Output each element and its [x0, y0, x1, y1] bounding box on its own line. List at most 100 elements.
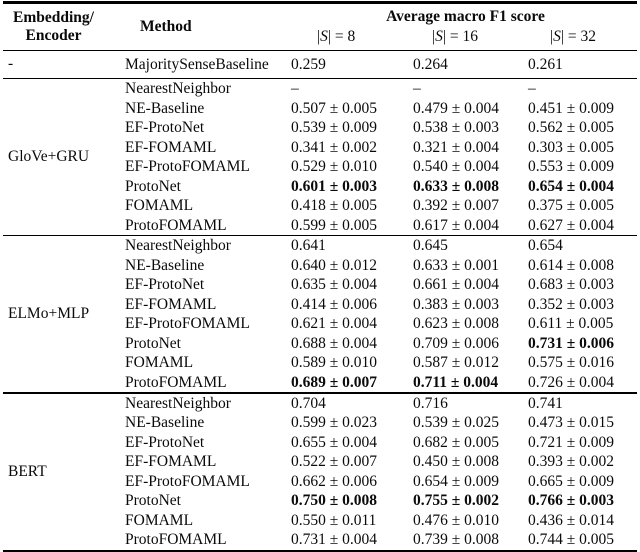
- support-size-header: |S| = 32: [528, 27, 640, 47]
- embedding-encoder-header: Embedding/ Encoder: [0, 4, 117, 50]
- method-cell: EF-ProtoNet: [125, 276, 205, 294]
- score-cell: 0.476 ± 0.010: [413, 511, 500, 529]
- table-row: FOMAML 0.418 ± 0.005 0.392 ± 0.007 0.375 ± …: [117, 196, 640, 216]
- score-cell: 0.645: [413, 237, 448, 255]
- support-size-header-row: |S| = 8 |S| = 16 |S| = 32: [291, 27, 640, 47]
- group-rows: MajoritySenseBaseline 0.259 0.264 0.261: [117, 51, 640, 78]
- score-cell: 0.553 ± 0.009: [528, 158, 615, 176]
- score-cell: 0.731 ± 0.004: [291, 531, 378, 549]
- support-size-header: |S| = 16: [413, 27, 528, 47]
- score-cell: 0.611 ± 0.005: [528, 315, 614, 333]
- score-cell: 0.633 ± 0.001: [413, 256, 500, 274]
- encoder-cell: ELMo+MLP: [8, 305, 90, 323]
- table-row: EF-FOMAML 0.341 ± 0.002 0.321 ± 0.004 0.303…: [117, 138, 640, 158]
- method-cell: ProtoFOMAML: [125, 531, 227, 549]
- table-row: NearestNeighbor 0.704 0.716 0.741: [117, 394, 640, 414]
- table-row: MajoritySenseBaseline 0.259 0.264 0.261: [117, 51, 640, 78]
- score-cell: 0.661 ± 0.004: [413, 276, 500, 294]
- method-cell: EF-FOMAML: [125, 295, 217, 313]
- abs-bar-close: | = 32: [560, 28, 596, 45]
- score-cell: 0.451 ± 0.009: [528, 99, 615, 117]
- table-row: EF-FOMAML 0.522 ± 0.007 0.450 ± 0.008 0.393…: [117, 452, 640, 472]
- table-row: NE-Baseline 0.640 ± 0.012 0.633 ± 0.001 0.6…: [117, 256, 640, 276]
- table-row: EF-ProtoNet 0.635 ± 0.004 0.661 ± 0.004 0.6…: [117, 275, 640, 295]
- score-cell: 0.635 ± 0.004: [291, 276, 378, 294]
- score-cell: 0.539 ± 0.009: [291, 119, 378, 137]
- support-set-variable: S: [435, 28, 443, 45]
- encoder-group: GloVe+GRU NearestNeighbor – – – NE-Baseline 0.…: [0, 79, 640, 235]
- score-cell: 0.633 ± 0.008: [413, 177, 500, 195]
- method-cell: EF-ProtoFOMAML: [125, 472, 250, 490]
- score-cell: 0.479 ± 0.004: [413, 99, 500, 117]
- method-header-label: Method: [140, 17, 192, 35]
- method-cell: FOMAML: [125, 511, 194, 529]
- table-row: ProtoNet 0.750 ± 0.008 0.755 ± 0.002 0.766 …: [117, 491, 640, 511]
- score-cell: 0.392 ± 0.007: [413, 197, 500, 215]
- score-cell: 0.601 ± 0.003: [291, 177, 378, 195]
- method-cell: NE-Baseline: [125, 99, 205, 117]
- score-cell: 0.599 ± 0.023: [291, 414, 378, 432]
- support-set-variable: S: [553, 28, 561, 45]
- encoder-group: - MajoritySenseBaseline 0.259 0.264 0.261: [0, 51, 640, 78]
- score-cell: 0.766 ± 0.003: [528, 492, 615, 510]
- score-cell: 0.640 ± 0.012: [291, 256, 378, 274]
- score-cell: 0.450 ± 0.008: [413, 453, 500, 471]
- score-cell: 0.264: [413, 55, 448, 73]
- embedding-header-line1: Embedding/: [13, 8, 94, 26]
- method-cell: ProtoNet: [125, 334, 181, 352]
- table-row: NE-Baseline 0.507 ± 0.005 0.479 ± 0.004 0.4…: [117, 99, 640, 119]
- encoder-cell: -: [8, 55, 14, 73]
- method-cell: ProtoFOMAML: [125, 216, 227, 234]
- score-cell: 0.662 ± 0.006: [291, 472, 378, 490]
- embedding-header-line2: Encoder: [25, 26, 82, 44]
- score-cell: 0.589 ± 0.010: [291, 354, 378, 372]
- score-cell: 0.414 ± 0.006: [291, 295, 378, 313]
- score-cell: 0.665 ± 0.009: [528, 472, 615, 490]
- score-cell: 0.683 ± 0.003: [528, 276, 615, 294]
- score-cell: 0.704: [291, 394, 326, 412]
- score-cell: 0.741: [528, 394, 563, 412]
- group-separator: [3, 392, 637, 394]
- method-cell: EF-ProtoFOMAML: [125, 315, 250, 333]
- score-cell: 0.261: [528, 55, 563, 73]
- score-cell: 0.587 ± 0.012: [413, 354, 500, 372]
- score-cell: 0.436 ± 0.014: [528, 511, 615, 529]
- score-cell: 0.341 ± 0.002: [291, 138, 378, 156]
- method-cell: FOMAML: [125, 354, 194, 372]
- score-cell: 0.688 ± 0.004: [291, 334, 378, 352]
- method-cell: NearestNeighbor: [125, 80, 231, 98]
- method-header: Method: [117, 4, 291, 50]
- score-cell: 0.539 ± 0.025: [413, 414, 500, 432]
- score-cell: 0.540 ± 0.004: [413, 158, 500, 176]
- score-cell: 0.614 ± 0.008: [528, 256, 615, 274]
- method-cell: NE-Baseline: [125, 256, 205, 274]
- table-row: ProtoFOMAML 0.731 ± 0.004 0.739 ± 0.008 0.7…: [117, 530, 640, 550]
- method-cell: EF-FOMAML: [125, 138, 217, 156]
- score-cell: 0.623 ± 0.008: [413, 315, 500, 333]
- score-cell: 0.731 ± 0.006: [528, 334, 615, 352]
- score-cell: 0.621 ± 0.004: [291, 315, 378, 333]
- score-cell: 0.383 ± 0.003: [413, 295, 500, 313]
- table-row: NE-Baseline 0.599 ± 0.023 0.539 ± 0.025 0.4…: [117, 413, 640, 433]
- table-row: EF-ProtoFOMAML 0.662 ± 0.006 0.654 ± 0.009…: [117, 472, 640, 492]
- score-cell: 0.473 ± 0.015: [528, 414, 615, 432]
- table-row: EF-ProtoNet 0.655 ± 0.004 0.682 ± 0.005 0.7…: [117, 433, 640, 453]
- table-row: FOMAML 0.550 ± 0.011 0.476 ± 0.010 0.436 ± …: [117, 511, 640, 531]
- score-cell: 0.562 ± 0.005: [528, 119, 615, 137]
- score-cell: 0.654: [528, 237, 563, 255]
- abs-bar-close: | = 16: [442, 28, 478, 45]
- table-row: EF-ProtoNet 0.539 ± 0.009 0.538 ± 0.003 0.5…: [117, 118, 640, 138]
- group-rows: NearestNeighbor 0.641 0.645 0.654 NE-Baselin…: [117, 236, 640, 392]
- table-header: Embedding/ Encoder Method Average macro …: [0, 4, 640, 50]
- score-cell: 0.522 ± 0.007: [291, 453, 378, 471]
- method-cell: EF-ProtoNet: [125, 119, 205, 137]
- method-cell: MajoritySenseBaseline: [125, 55, 269, 73]
- score-cell: 0.641: [291, 237, 326, 255]
- table-row: ProtoFOMAML 0.599 ± 0.005 0.617 ± 0.004 0.6…: [117, 216, 640, 236]
- method-cell: ProtoFOMAML: [125, 373, 227, 391]
- table-body: - MajoritySenseBaseline 0.259 0.264 0.261 Glo…: [0, 51, 640, 550]
- avg-f1-header: Average macro F1 score: [386, 8, 545, 25]
- score-cell: 0.352 ± 0.003: [528, 295, 615, 313]
- score-cell: 0.529 ± 0.010: [291, 158, 378, 176]
- score-cell: 0.739 ± 0.008: [413, 531, 500, 549]
